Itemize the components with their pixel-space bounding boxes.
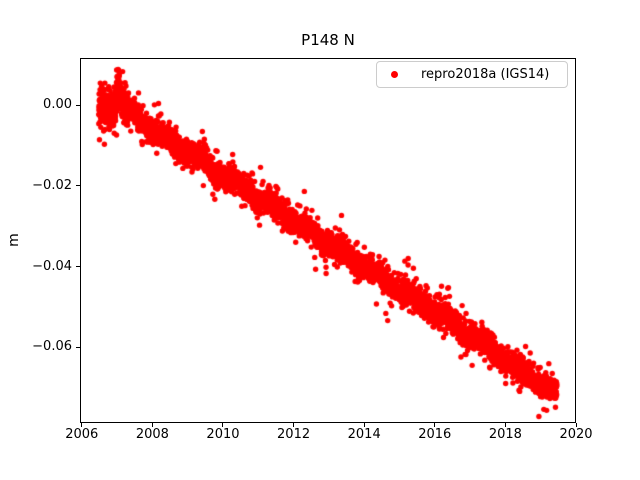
x-tick-label: 2008: [135, 427, 169, 442]
x-tick-mark: [434, 423, 436, 427]
x-tick-label: 2016: [418, 427, 452, 442]
x-tick-label: 2010: [206, 427, 240, 442]
x-tick-mark: [151, 423, 153, 427]
x-tick-mark: [293, 423, 295, 427]
x-tick-mark: [222, 423, 224, 427]
chart-title: P148 N: [301, 31, 355, 49]
x-tick-label: 2014: [347, 427, 381, 442]
x-tick-label: 2020: [559, 427, 593, 442]
x-tick-mark: [81, 423, 83, 427]
x-tick-mark: [363, 423, 365, 427]
y-tick-label: 0.00: [43, 97, 72, 113]
y-tick-label: −0.06: [32, 339, 72, 355]
x-tick-label: 2012: [277, 427, 311, 442]
x-tick-label: 2018: [488, 427, 522, 442]
x-tick-label: 2006: [65, 427, 99, 442]
y-tick-mark: [76, 346, 80, 348]
legend-marker-dot-icon: [391, 71, 398, 78]
legend-label: repro2018a (IGS14): [421, 67, 550, 82]
legend: repro2018a (IGS14): [376, 61, 568, 88]
x-tick-mark: [575, 423, 577, 427]
y-tick-mark: [76, 104, 80, 106]
y-tick-label: −0.04: [32, 258, 72, 274]
x-tick-mark: [504, 423, 506, 427]
y-tick-mark: [76, 185, 80, 187]
y-axis-label: m: [6, 233, 22, 247]
y-tick-mark: [76, 266, 80, 267]
y-tick-label: −0.02: [32, 177, 72, 193]
